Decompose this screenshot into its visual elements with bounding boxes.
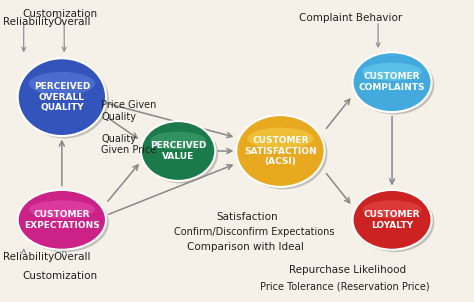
Text: PERCEIVED
OVERALL
QUALITY: PERCEIVED OVERALL QUALITY [34,82,90,112]
Ellipse shape [239,117,328,189]
Ellipse shape [236,115,325,187]
Ellipse shape [18,58,106,136]
Ellipse shape [150,132,206,149]
Text: Reliability: Reliability [3,252,54,262]
Ellipse shape [356,55,434,114]
Text: CUSTOMER
COMPLAINTS: CUSTOMER COMPLAINTS [359,72,425,92]
Ellipse shape [144,124,218,183]
Text: Complaint Behavior: Complaint Behavior [299,13,402,23]
Ellipse shape [363,200,422,218]
Ellipse shape [29,72,95,95]
Ellipse shape [20,61,109,138]
Text: Overall: Overall [54,17,91,27]
Text: Satisfaction: Satisfaction [216,212,278,222]
Text: Confirm/Disconfirm Expectations: Confirm/Disconfirm Expectations [174,227,335,237]
Text: Overall: Overall [54,252,91,262]
Text: Customization: Customization [22,9,98,19]
Ellipse shape [353,52,431,112]
Ellipse shape [141,121,215,181]
Text: Customization: Customization [22,271,98,281]
Text: Price Tolerance (Reservation Price): Price Tolerance (Reservation Price) [259,282,429,292]
Text: CUSTOMER
LOYALTY: CUSTOMER LOYALTY [364,210,420,230]
Ellipse shape [247,128,314,149]
Text: Comparison with Ideal: Comparison with Ideal [187,242,304,252]
Text: Quality
Given Price: Quality Given Price [101,134,157,155]
Ellipse shape [18,190,106,250]
Text: Reliability: Reliability [3,17,54,27]
Text: CUSTOMER
EXPECTATIONS: CUSTOMER EXPECTATIONS [24,210,100,230]
Ellipse shape [20,192,109,252]
Text: CUSTOMER
SATISFACTION
(ACSI): CUSTOMER SATISFACTION (ACSI) [244,136,317,166]
Text: Price Given
Quality: Price Given Quality [101,100,157,122]
Text: PERCEIVED
VALUE: PERCEIVED VALUE [150,141,206,161]
Ellipse shape [356,192,434,252]
Text: Repurchase Likelihood: Repurchase Likelihood [289,265,406,275]
Ellipse shape [353,190,431,250]
Ellipse shape [363,63,422,81]
Ellipse shape [29,200,95,218]
